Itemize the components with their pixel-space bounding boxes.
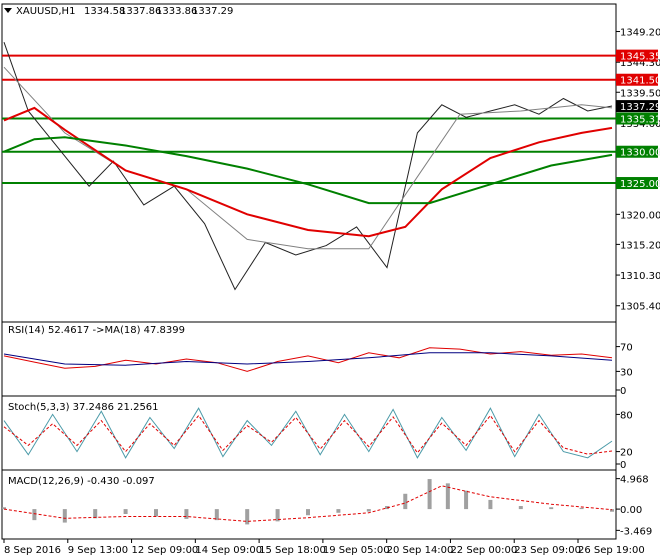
macd-title: MACD(12,26,9) -0.430 -0.097 [8,476,155,487]
xtick-label: 12 Sep 09:00 [132,545,199,556]
price-title: XAUUSD,H1 [16,6,75,17]
macd-histogram-bar [579,507,584,510]
macd-histogram-bar [62,509,67,523]
xtick-label: 22 Sep 00:00 [450,545,517,556]
xtick-label: 26 Sep 19:00 [578,545,645,556]
xtick-label: 19 Sep 05:00 [323,545,390,556]
stoch-%D-line [3,414,613,455]
sma-long-line [3,136,613,205]
level-tag [616,49,658,62]
macd-histogram-bar [123,509,128,514]
macd-histogram-bar [610,509,614,512]
price-ytick-label: 1344.30 [620,58,660,69]
macd-panel-frame [1,469,617,540]
xtick-label: 23 Sep 09:00 [514,545,581,556]
macd-ytick-label: 4.968 [620,475,649,486]
macd-histogram-bar [275,509,280,522]
rsi-title: RSI(14) 52.4617 ->MA(18) 47.8399 [8,325,185,336]
ohlc-close: 1337.29 [192,6,233,17]
rsi-MA(18)-line [3,352,613,366]
xtick-label: 9 Sep 13:00 [68,545,128,556]
current-price-label: 1337.29 [620,102,660,113]
macd-histogram-bar [445,483,450,510]
macd-histogram-bar [214,509,219,521]
ohlc-low: 1333.86 [156,6,197,17]
macd-histogram-bar [306,509,310,516]
rsi-ytick-label: 30 [620,367,633,378]
price-line [3,42,613,291]
macd-ytick-label: 0.00 [620,505,642,516]
macd-signal-line [3,485,613,522]
macd-histogram-bar [245,509,250,525]
xtick-label: 14 Sep 09:00 [195,545,262,556]
level-label: 1325.00 [620,179,660,190]
current-price-tag [616,100,658,113]
macd-histogram-bar [154,509,158,517]
macd-ytick-label: -3.469 [620,526,652,537]
macd-histogram-bar [93,509,98,519]
macd-histogram-bar [518,506,523,510]
macd-histogram-bar [336,509,341,513]
level-tag [616,112,658,125]
stoch-%K-line [3,407,613,459]
macd-histogram-bar [32,509,37,521]
price-ytick-label: 1315.20 [620,240,660,251]
collapse-triangle-icon[interactable] [4,8,12,13]
level-tag [616,73,658,86]
level-tag [616,145,658,158]
price-ytick-label: 1310.30 [620,271,660,282]
level-label: 1345.35 [620,52,660,63]
level-tag [616,177,658,190]
ohlc-high: 1337.86 [120,6,161,17]
rsi-ytick-label: 70 [620,343,633,354]
rsi-ytick-label: 0 [620,386,626,397]
level-label: 1341.50 [620,76,660,87]
level-label: 1330.00 [620,148,660,159]
price-ytick-label: 1349.20 [620,28,660,39]
sma-mid-line [3,106,613,238]
xtick-label: 8 Sep 2016 [4,545,61,556]
macd-histogram-bar [184,509,189,519]
xtick-label: 20 Sep 14:00 [387,545,454,556]
stoch-ytick-label: 80 [620,410,633,421]
ohlc-open: 1334.58 [84,6,125,17]
macd-histogram-bar [366,509,371,512]
price-ytick-label: 1305.40 [620,302,660,313]
stoch-ytick-label: 20 [620,448,633,459]
price-ytick-label: 1320.00 [620,210,660,221]
stoch-title: Stoch(5,3,3) 37.2486 21.2561 [8,402,159,413]
macd-histogram-bar [403,493,408,510]
macd-histogram-bar [427,479,432,510]
macd-histogram-bar [385,506,390,510]
macd-histogram-bar [488,499,493,510]
macd-histogram-bar [2,507,6,510]
price-ytick-label: 1339.50 [620,88,660,99]
macd-histogram-bar [464,490,469,510]
macd-histogram-bar [549,507,554,510]
level-label: 1335.31 [620,114,660,125]
xtick-label: 15 Sep 18:00 [259,545,326,556]
stoch-ytick-label: 0 [620,460,626,471]
